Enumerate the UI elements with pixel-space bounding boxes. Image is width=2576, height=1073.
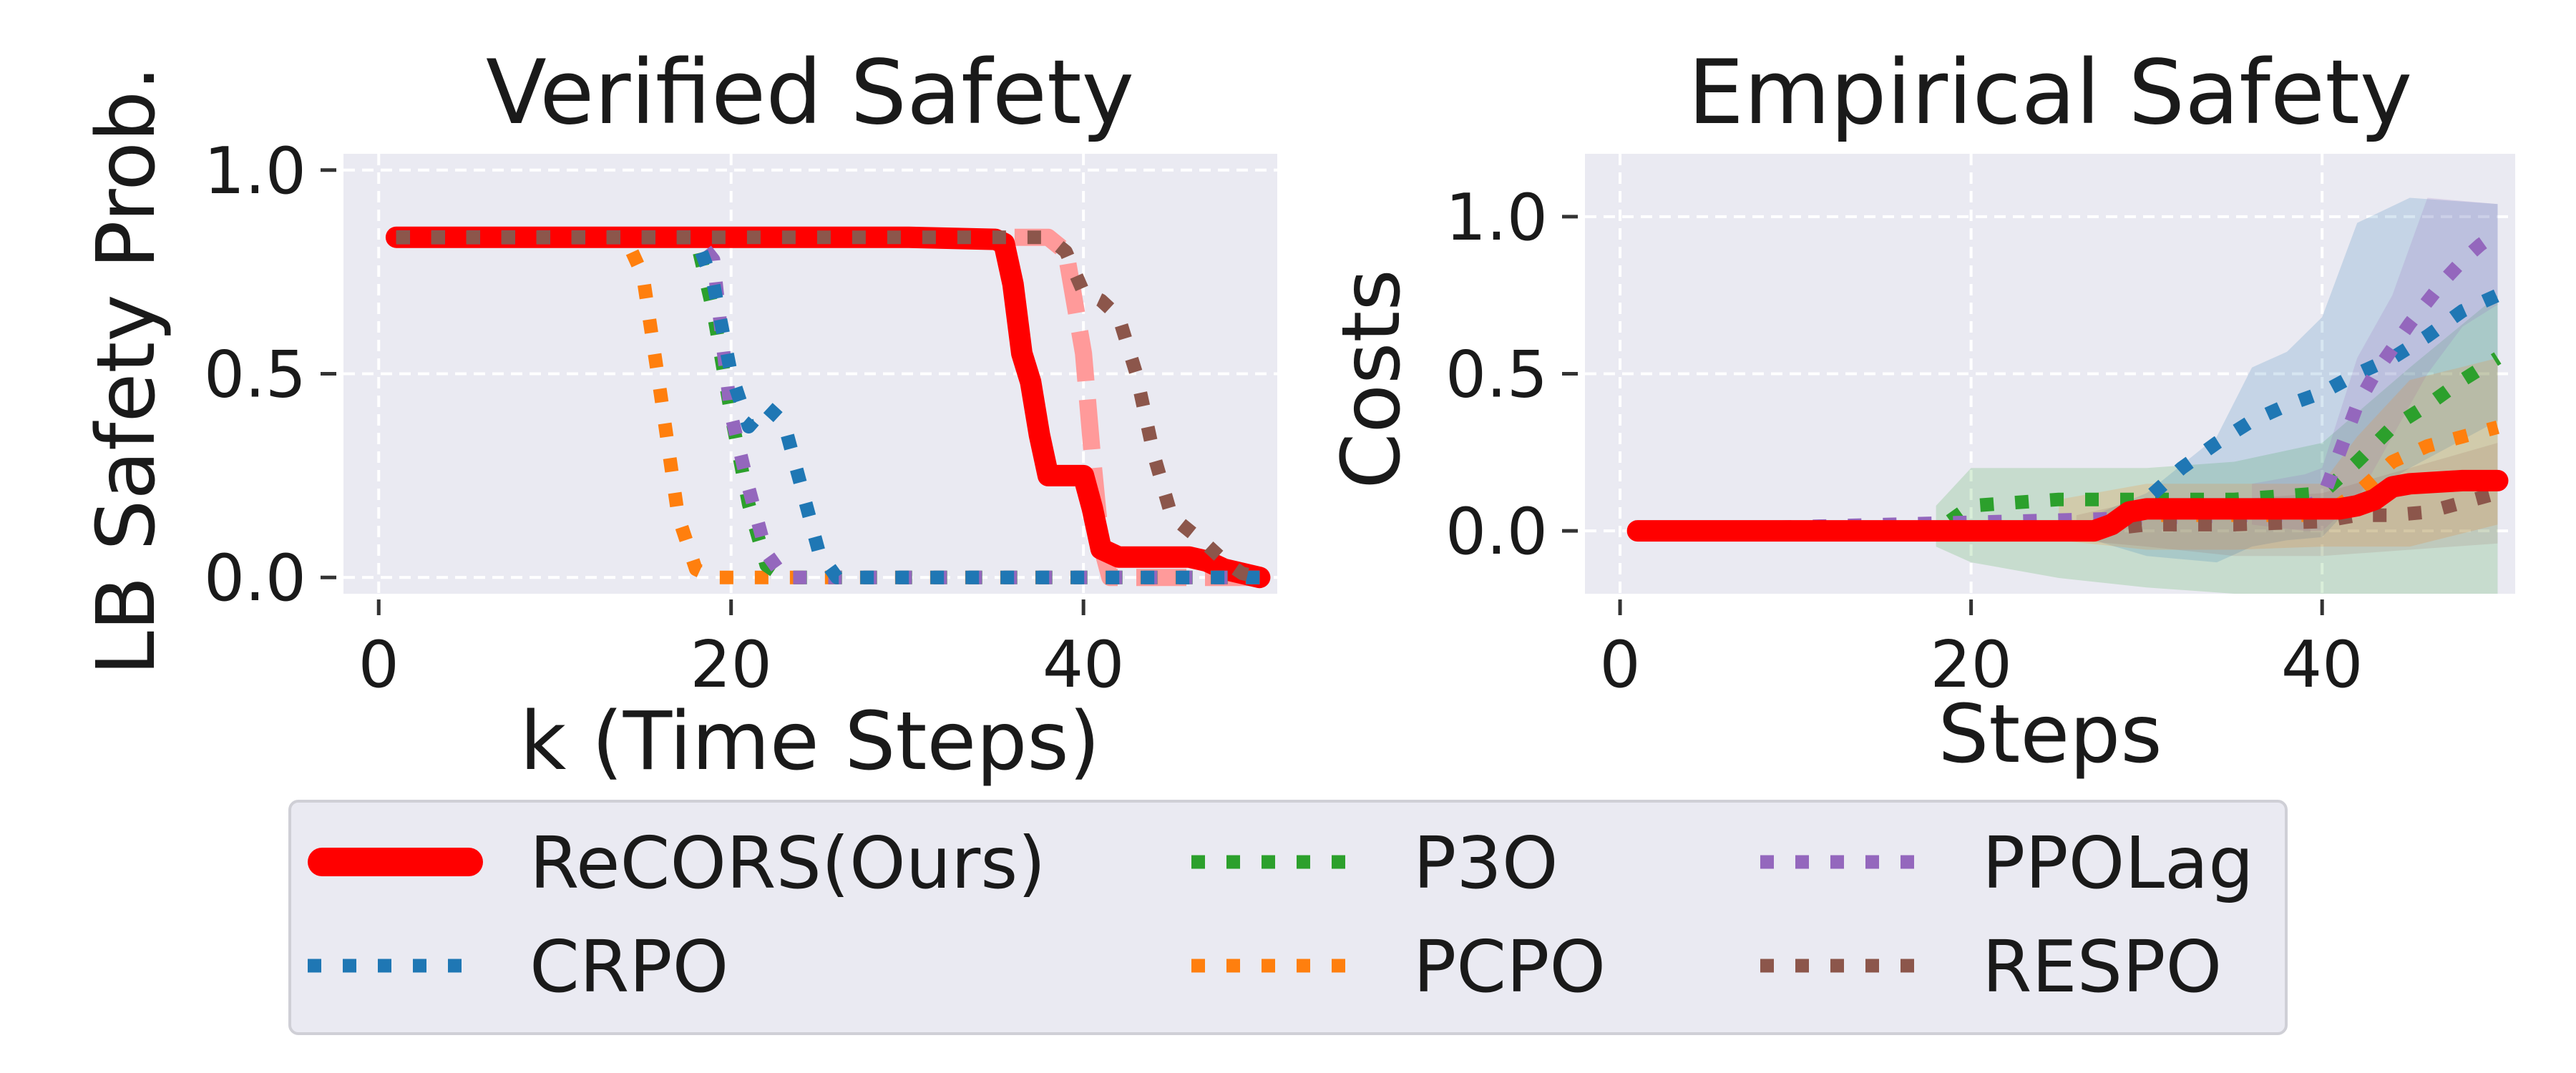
verified-series-respo [396, 230, 1262, 584]
verified-safety-title: Verified Safety [486, 41, 1134, 144]
legend-label-respo: RESPO [1982, 925, 2222, 1009]
verified-xtick-label: 0 [358, 627, 399, 702]
verified-xtick-label: 40 [1043, 627, 1125, 702]
legend-label-ppolag: PPOLag [1982, 821, 2254, 905]
verified-ytick-label: 0.0 [204, 541, 306, 616]
empirical-xtick-label: 40 [2281, 627, 2363, 702]
verified-safety-panel: 0 20 40 0.0 0.5 1.0 Verified Safety k (Time S… [80, 41, 1277, 788]
legend-label-pcpo: PCPO [1413, 925, 1606, 1009]
verified-ytick-label: 0.5 [204, 338, 306, 413]
empirical-ytick-label: 1.0 [1445, 180, 1548, 255]
empirical-ytick-label: 0.0 [1445, 494, 1548, 569]
verified-ytick-label: 1.0 [204, 134, 306, 209]
empirical-xtick-label: 0 [1599, 627, 1640, 702]
empirical-safety-title: Empirical Safety [1688, 41, 2412, 144]
legend: ReCORS(Ours) CRPO P3O PCPO PPOLag RESPO [288, 800, 2288, 1035]
empirical-series-crpo [1637, 289, 2501, 538]
empirical-safety-ylabel: Costs [1325, 269, 1418, 489]
legend-label-crpo: CRPO [530, 925, 728, 1009]
verified-safety-ylabel: LB Safety Prob. [80, 65, 173, 675]
empirical-band-p3o [1936, 295, 2498, 594]
verified-safety-xlabel: k (Time Steps) [520, 695, 1101, 788]
verified-series-pcpo [396, 230, 1260, 584]
empirical-safety-panel: 0 20 40 0.0 0.5 1.0 Empirical Safety Steps Co… [1325, 41, 2515, 781]
empirical-ytick-label: 0.5 [1445, 338, 1548, 413]
empirical-xtick-label: 20 [1930, 627, 2012, 702]
empirical-band-crpo [2094, 197, 2498, 563]
legend-label-recors-ours: ReCORS(Ours) [530, 821, 1045, 905]
verified-xtick-label: 20 [690, 627, 772, 702]
empirical-safety-xlabel: Steps [1938, 688, 2162, 781]
empirical-series-recors [1626, 469, 2509, 542]
legend-label-p3o: P3O [1413, 821, 1558, 905]
legend-box [288, 800, 2288, 1035]
